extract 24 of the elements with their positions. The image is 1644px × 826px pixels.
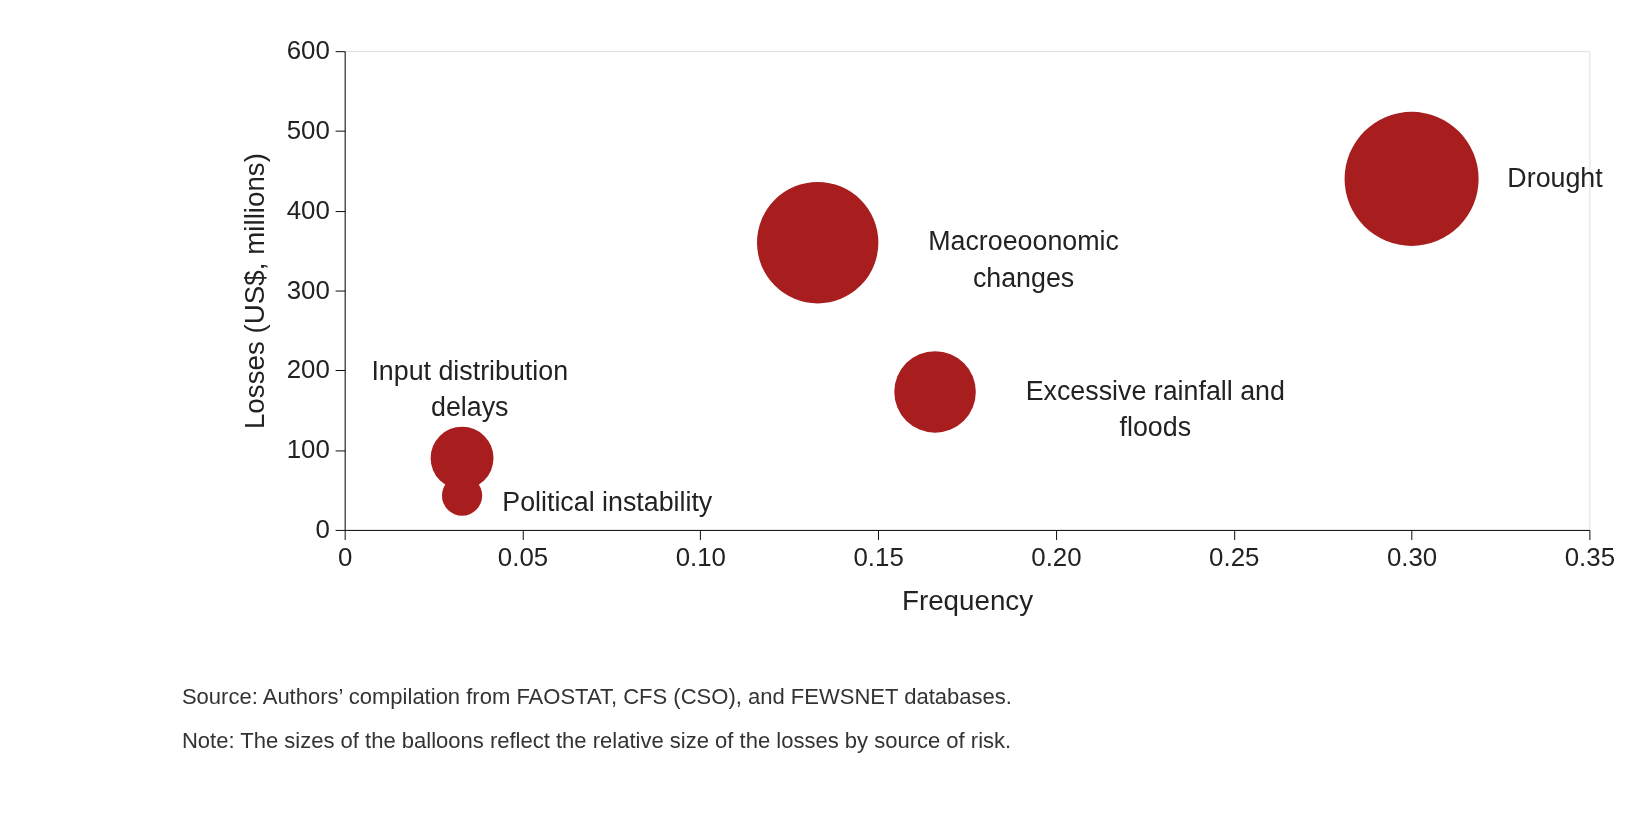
y-tick-label: 200 — [286, 355, 330, 384]
x-tick-label: 0.20 — [1031, 542, 1082, 571]
x-tick-label: 0.15 — [853, 542, 904, 571]
y-tick-label: 0 — [315, 515, 330, 544]
series-label: Political instability — [502, 486, 713, 517]
x-tick-label: 0.30 — [1386, 542, 1438, 571]
x-tick-label: 0 — [337, 542, 353, 571]
x-tick-label: 0.25 — [1209, 542, 1260, 571]
x-tick-label: 0.35 — [1564, 542, 1616, 571]
x-axis-title: Frequency — [901, 584, 1034, 616]
y-axis-title: Losses (US$, millions) — [238, 153, 270, 430]
x-tick-label: 0.10 — [675, 542, 726, 571]
x-tick-label: 0.05 — [497, 542, 549, 571]
y-tick-label: 500 — [286, 116, 330, 145]
series-label: Macroeoonomic changes — [928, 226, 1119, 293]
y-tick-label: 400 — [286, 195, 330, 224]
y-tick-label: 100 — [286, 435, 330, 464]
y-tick-label: 300 — [286, 275, 330, 304]
series-label: Input distribution delays — [371, 355, 569, 422]
series-label: Drought — [1507, 162, 1604, 193]
series-label: Excessive rainfall and floods — [1025, 375, 1285, 442]
y-tick-label: 600 — [286, 36, 330, 65]
text: Note: The sizes of the balloons reflect the relative size of the losses by source of risk. — [181, 728, 1012, 754]
source-note: Source: Authors’ compilation from FAOSTAT, CFS (CSO), and FEWSNET databases. — [181, 684, 1012, 710]
